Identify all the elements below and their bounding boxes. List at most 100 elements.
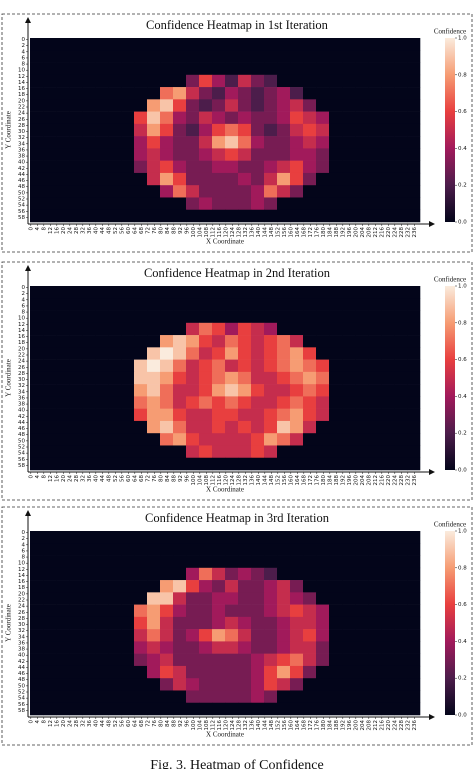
heatmap-cell: [225, 136, 239, 149]
heatmap-cell: [30, 347, 44, 360]
heatmap-cell: [121, 123, 135, 137]
heatmap-cell: [290, 38, 304, 51]
heatmap-cell: [212, 604, 226, 618]
heatmap-cell: [277, 99, 291, 112]
heatmap-cell: [212, 408, 226, 422]
heatmap-cell: [56, 111, 70, 125]
heatmap-cell: [199, 50, 213, 63]
x-tick-label: 216: [379, 720, 385, 731]
heatmap-cell: [147, 99, 161, 112]
heatmap-cell: [108, 62, 122, 76]
heatmap-cell: [186, 62, 200, 76]
heatmap-cell: [225, 420, 239, 434]
heatmap-cell: [342, 616, 356, 630]
heatmap-cell: [238, 408, 252, 422]
heatmap-cell: [186, 457, 200, 471]
heatmap-cell: [329, 604, 343, 618]
x-tick-label: 108: [204, 227, 210, 238]
x-tick-label: 96: [184, 720, 190, 727]
heatmap-cell: [199, 543, 213, 556]
heatmap-cell: [290, 567, 304, 581]
heatmap-cell: [160, 580, 174, 593]
heatmap-cell: [225, 286, 239, 299]
heatmap-cell: [238, 690, 252, 704]
heatmap-cell: [290, 111, 304, 125]
heatmap-cell: [43, 197, 57, 211]
x-tick-label: 4: [35, 720, 41, 724]
heatmap-cell: [381, 641, 395, 654]
heatmap-cell: [368, 111, 382, 125]
heatmap-cell: [290, 148, 304, 161]
x-tick-label: 20: [61, 720, 67, 727]
heatmap-cell: [82, 531, 96, 544]
heatmap-cell: [407, 111, 421, 125]
heatmap-cell: [355, 616, 369, 630]
heatmap-cell: [134, 335, 148, 348]
heatmap-cell: [394, 123, 408, 137]
heatmap-cell: [108, 286, 122, 299]
heatmap-cell: [56, 592, 70, 605]
heatmap-cell: [186, 420, 200, 434]
x-tick-label: 84: [165, 227, 171, 234]
x-tick-label: 68: [139, 227, 145, 234]
heatmap-cell: [30, 665, 44, 679]
heatmap-cell: [381, 62, 395, 76]
heatmap-cell: [225, 653, 239, 667]
heatmap-cell: [30, 384, 44, 397]
heatmap-cell: [82, 555, 96, 569]
heatmap-cell: [173, 298, 187, 311]
heatmap-cell: [160, 62, 174, 76]
heatmap-cell: [95, 396, 109, 409]
heatmap-cell: [342, 160, 356, 174]
heatmap-cell: [160, 396, 174, 409]
heatmap-cell: [199, 604, 213, 618]
heatmap-cell: [290, 371, 304, 385]
heatmap-cell: [381, 209, 395, 223]
heatmap-cell: [368, 99, 382, 112]
heatmap-cell: [147, 209, 161, 223]
x-tick-label: 60: [126, 227, 132, 234]
colorbar-tick-label: 1.0: [458, 529, 467, 535]
heatmap-cell: [368, 335, 382, 348]
heatmap-cell: [381, 433, 395, 446]
heatmap-cell: [355, 359, 369, 373]
heatmap-cell: [407, 420, 421, 434]
heatmap-cell: [329, 396, 343, 409]
heatmap-cell: [82, 433, 96, 446]
x-tick-label: 92: [178, 475, 184, 482]
heatmap-cell: [225, 543, 239, 556]
heatmap-cell: [69, 408, 83, 422]
x-tick-label: 192: [340, 475, 346, 486]
heatmap-cell: [134, 347, 148, 360]
heatmap-cell: [407, 457, 421, 471]
heatmap-cell: [251, 148, 265, 161]
heatmap-cell: [329, 286, 343, 299]
heatmap-cell: [82, 420, 96, 434]
heatmap-cell: [238, 653, 252, 667]
heatmap-cell: [225, 616, 239, 630]
heatmap-cell: [303, 396, 317, 409]
heatmap-cell: [212, 580, 226, 593]
heatmap-cell: [95, 123, 109, 137]
heatmap-cell: [264, 148, 278, 161]
colorbar: [445, 531, 455, 715]
heatmap-cell: [147, 433, 161, 446]
heatmap-cell: [277, 420, 291, 434]
y-tick-label: 16: [18, 86, 25, 92]
y-tick-label: 28: [18, 616, 25, 622]
x-tick-label: 4: [35, 475, 41, 479]
heatmap-cell: [407, 197, 421, 211]
heatmap-cell: [121, 197, 135, 211]
x-tick-label: 32: [80, 475, 86, 482]
heatmap-cell: [303, 665, 317, 679]
heatmap-cell: [303, 347, 317, 360]
heatmap-cell: [277, 678, 291, 691]
y-tick-label: 56: [18, 457, 25, 463]
y-tick-label: 32: [18, 383, 25, 389]
x-tick-label: 228: [399, 475, 405, 486]
heatmap-cell: [82, 38, 96, 51]
heatmap-cell: [160, 641, 174, 654]
heatmap-cell: [355, 286, 369, 299]
heatmap-cell: [134, 531, 148, 544]
heatmap-cell: [43, 371, 57, 385]
